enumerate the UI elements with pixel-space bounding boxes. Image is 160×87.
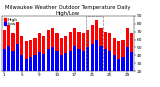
Bar <box>95 20 98 87</box>
Bar <box>99 46 103 87</box>
Bar <box>82 51 85 87</box>
Bar <box>68 32 72 87</box>
Bar <box>108 33 111 87</box>
Bar <box>16 44 19 87</box>
Bar <box>91 44 94 87</box>
Bar <box>33 38 37 87</box>
Bar <box>86 16 103 71</box>
Bar <box>11 51 15 87</box>
Bar <box>64 53 68 87</box>
Bar <box>55 33 59 87</box>
Bar <box>7 25 10 87</box>
Bar <box>126 28 129 87</box>
Bar <box>16 22 19 87</box>
Bar <box>47 30 50 87</box>
Bar <box>29 39 32 87</box>
Bar <box>91 25 94 87</box>
Bar <box>33 55 37 87</box>
Bar <box>121 57 125 87</box>
Bar <box>82 33 85 87</box>
Bar <box>121 39 125 87</box>
Bar <box>73 28 76 87</box>
Bar <box>99 28 103 87</box>
Bar <box>11 33 15 87</box>
Bar <box>117 59 120 87</box>
Bar <box>47 49 50 87</box>
Bar <box>64 36 68 87</box>
Bar <box>42 54 45 87</box>
Bar <box>95 39 98 87</box>
Bar <box>25 59 28 87</box>
Legend: High, Low: High, Low <box>4 18 18 26</box>
Bar <box>68 51 72 87</box>
Bar <box>112 38 116 87</box>
Bar <box>7 46 10 87</box>
Bar <box>130 52 133 87</box>
Bar <box>77 32 81 87</box>
Bar <box>112 55 116 87</box>
Bar <box>60 55 63 87</box>
Bar <box>130 33 133 87</box>
Bar <box>60 38 63 87</box>
Bar <box>104 49 107 87</box>
Bar <box>126 48 129 87</box>
Bar <box>117 41 120 87</box>
Bar <box>3 49 6 87</box>
Bar <box>51 28 54 87</box>
Bar <box>20 36 24 87</box>
Bar <box>38 33 41 87</box>
Bar <box>104 32 107 87</box>
Bar <box>51 48 54 87</box>
Bar <box>77 49 81 87</box>
Bar <box>25 41 28 87</box>
Bar <box>73 46 76 87</box>
Title: Milwaukee Weather Outdoor Temperature Daily High/Low: Milwaukee Weather Outdoor Temperature Da… <box>5 5 131 16</box>
Bar <box>86 30 89 87</box>
Bar <box>20 55 24 87</box>
Bar <box>55 51 59 87</box>
Bar <box>86 48 89 87</box>
Bar <box>108 51 111 87</box>
Bar <box>29 57 32 87</box>
Bar <box>38 52 41 87</box>
Bar <box>3 30 6 87</box>
Bar <box>42 36 45 87</box>
